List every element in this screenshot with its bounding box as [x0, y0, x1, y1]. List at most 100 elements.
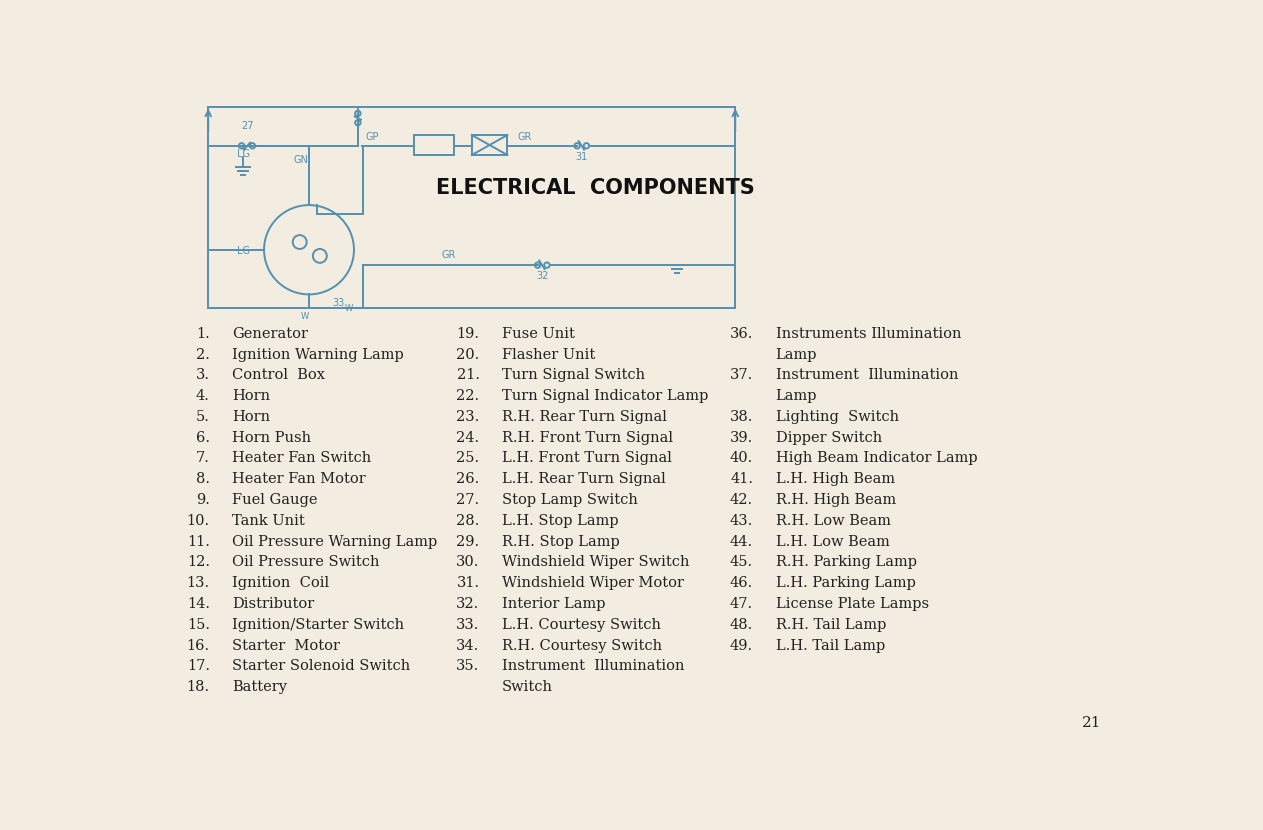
Text: Stop Lamp Switch: Stop Lamp Switch: [501, 493, 638, 507]
Text: Windshield Wiper Switch: Windshield Wiper Switch: [501, 555, 690, 569]
Text: 25.: 25.: [456, 452, 480, 466]
Text: 20.: 20.: [456, 348, 480, 362]
Text: Generator: Generator: [232, 327, 308, 341]
Text: Windshield Wiper Motor: Windshield Wiper Motor: [501, 576, 685, 590]
Text: Fuse Unit: Fuse Unit: [501, 327, 575, 341]
Text: 17.: 17.: [187, 659, 210, 673]
Text: 44.: 44.: [730, 535, 753, 549]
Text: 21.: 21.: [456, 369, 480, 383]
Text: GR: GR: [441, 250, 456, 261]
Text: 15.: 15.: [187, 618, 210, 632]
Text: 36.: 36.: [730, 327, 753, 341]
Text: L.H. High Beam: L.H. High Beam: [775, 472, 894, 486]
Text: 23.: 23.: [456, 410, 480, 424]
Text: Lighting  Switch: Lighting Switch: [775, 410, 899, 424]
Text: W: W: [345, 305, 354, 314]
Text: Turn Signal Indicator Lamp: Turn Signal Indicator Lamp: [501, 389, 709, 403]
Text: 31: 31: [576, 152, 587, 162]
Text: 32.: 32.: [456, 597, 480, 611]
Text: 24.: 24.: [456, 431, 480, 445]
Text: R.H. High Beam: R.H. High Beam: [775, 493, 895, 507]
Text: High Beam Indicator Lamp: High Beam Indicator Lamp: [775, 452, 978, 466]
Text: 29.: 29.: [456, 535, 480, 549]
Text: 35.: 35.: [456, 659, 480, 673]
Text: 14.: 14.: [187, 597, 210, 611]
Bar: [472, 135, 508, 155]
Text: Horn Push: Horn Push: [232, 431, 312, 445]
Text: 32: 32: [536, 271, 548, 281]
Text: Horn: Horn: [232, 389, 270, 403]
Text: 41.: 41.: [730, 472, 753, 486]
Text: GP: GP: [365, 132, 379, 142]
Text: GR: GR: [518, 132, 532, 142]
Text: Heater Fan Motor: Heater Fan Motor: [232, 472, 366, 486]
Text: 33.: 33.: [456, 618, 480, 632]
Text: 27: 27: [241, 121, 254, 131]
Text: R.H. Front Turn Signal: R.H. Front Turn Signal: [501, 431, 673, 445]
Text: 7.: 7.: [196, 452, 210, 466]
Text: Lamp: Lamp: [775, 389, 817, 403]
Text: Starter  Motor: Starter Motor: [232, 638, 340, 652]
Text: 16.: 16.: [187, 638, 210, 652]
Text: Instruments Illumination: Instruments Illumination: [775, 327, 961, 341]
Text: 31.: 31.: [456, 576, 480, 590]
Text: LG: LG: [236, 149, 250, 159]
Text: Battery: Battery: [232, 680, 287, 694]
Text: L.H. Low Beam: L.H. Low Beam: [775, 535, 889, 549]
Text: Horn: Horn: [232, 410, 270, 424]
Text: Tank Unit: Tank Unit: [232, 514, 306, 528]
Text: R.H. Rear Turn Signal: R.H. Rear Turn Signal: [501, 410, 667, 424]
Text: L.H. Tail Lamp: L.H. Tail Lamp: [775, 638, 885, 652]
Text: 6.: 6.: [196, 431, 210, 445]
Text: 26.: 26.: [456, 472, 480, 486]
Text: L.H. Rear Turn Signal: L.H. Rear Turn Signal: [501, 472, 666, 486]
Text: 5.: 5.: [196, 410, 210, 424]
Text: 10.: 10.: [187, 514, 210, 528]
Text: 19.: 19.: [456, 327, 480, 341]
Text: 40.: 40.: [730, 452, 753, 466]
Text: Oil Pressure Warning Lamp: Oil Pressure Warning Lamp: [232, 535, 437, 549]
Text: 8.: 8.: [196, 472, 210, 486]
Text: ELECTRICAL  COMPONENTS: ELECTRICAL COMPONENTS: [437, 178, 755, 198]
Text: Flasher Unit: Flasher Unit: [501, 348, 595, 362]
Text: Fuel Gauge: Fuel Gauge: [232, 493, 318, 507]
Text: 42.: 42.: [730, 493, 753, 507]
Text: Dipper Switch: Dipper Switch: [775, 431, 882, 445]
Text: Ignition/Starter Switch: Ignition/Starter Switch: [232, 618, 404, 632]
Text: 13.: 13.: [187, 576, 210, 590]
Text: 45.: 45.: [730, 555, 753, 569]
Text: L.H. Parking Lamp: L.H. Parking Lamp: [775, 576, 916, 590]
Text: Ignition  Coil: Ignition Coil: [232, 576, 330, 590]
Text: Heater Fan Switch: Heater Fan Switch: [232, 452, 371, 466]
Text: L.H. Stop Lamp: L.H. Stop Lamp: [501, 514, 619, 528]
Text: Control  Box: Control Box: [232, 369, 326, 383]
Text: License Plate Lamps: License Plate Lamps: [775, 597, 928, 611]
Text: Instrument  Illumination: Instrument Illumination: [775, 369, 959, 383]
Text: W: W: [301, 312, 309, 321]
Text: LG: LG: [237, 247, 250, 256]
Text: 1.: 1.: [196, 327, 210, 341]
Text: 18.: 18.: [187, 680, 210, 694]
Text: 27.: 27.: [456, 493, 480, 507]
Text: R.H. Parking Lamp: R.H. Parking Lamp: [775, 555, 917, 569]
Text: 11.: 11.: [187, 535, 210, 549]
Text: 48.: 48.: [730, 618, 753, 632]
Text: Distributor: Distributor: [232, 597, 314, 611]
Text: 47.: 47.: [730, 597, 753, 611]
Text: 49.: 49.: [730, 638, 753, 652]
Text: 30.: 30.: [456, 555, 480, 569]
Text: 9.: 9.: [196, 493, 210, 507]
Text: 39.: 39.: [730, 431, 753, 445]
Text: Switch: Switch: [501, 680, 553, 694]
Text: 38.: 38.: [730, 410, 753, 424]
Text: Oil Pressure Switch: Oil Pressure Switch: [232, 555, 380, 569]
Text: 33: 33: [332, 298, 345, 308]
Text: L.H. Front Turn Signal: L.H. Front Turn Signal: [501, 452, 672, 466]
Text: Starter Solenoid Switch: Starter Solenoid Switch: [232, 659, 410, 673]
Text: 4.: 4.: [196, 389, 210, 403]
Text: R.H. Courtesy Switch: R.H. Courtesy Switch: [501, 638, 662, 652]
Text: Turn Signal Switch: Turn Signal Switch: [501, 369, 645, 383]
Text: 37.: 37.: [730, 369, 753, 383]
Text: Instrument  Illumination: Instrument Illumination: [501, 659, 685, 673]
Text: 43.: 43.: [730, 514, 753, 528]
